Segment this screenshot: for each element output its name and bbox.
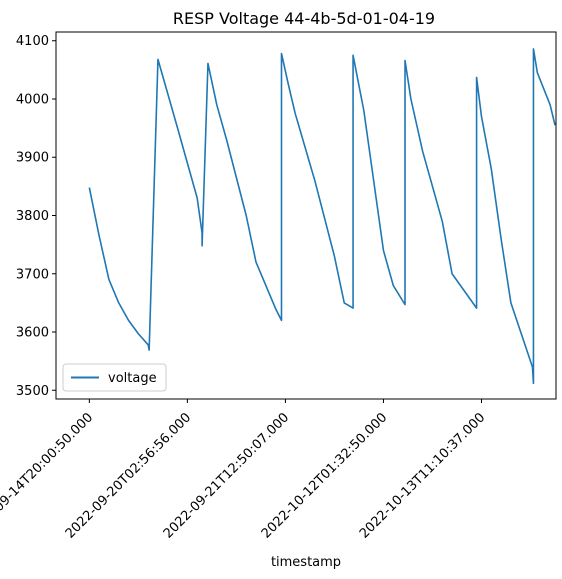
y-tick-label: 3700 [16,267,49,282]
chart-title: RESP Voltage 44-4b-5d-01-04-19 [173,9,435,28]
series-layer [88,48,556,385]
x-axis-label: timestamp [271,555,341,570]
y-tick-label: 4100 [16,34,49,49]
x-axis-ticks: 2022-09-14T20:00:50.0002022-09-20T02:56:… [0,399,488,542]
y-tick-label: 4000 [16,92,49,107]
y-tick-label: 3800 [16,209,49,224]
y-tick-label: 3900 [16,151,49,166]
y-tick-label: 3600 [16,326,49,341]
series-line-voltage [88,48,556,385]
legend: voltage [62,363,167,392]
plot-frame [55,31,557,400]
y-tick-label: 3500 [16,384,49,399]
y-axis-ticks: 3500 3600 3700 3800 3900 4000 4100 [16,34,56,399]
legend-box [62,363,167,392]
legend-entry-label: voltage [108,371,157,386]
